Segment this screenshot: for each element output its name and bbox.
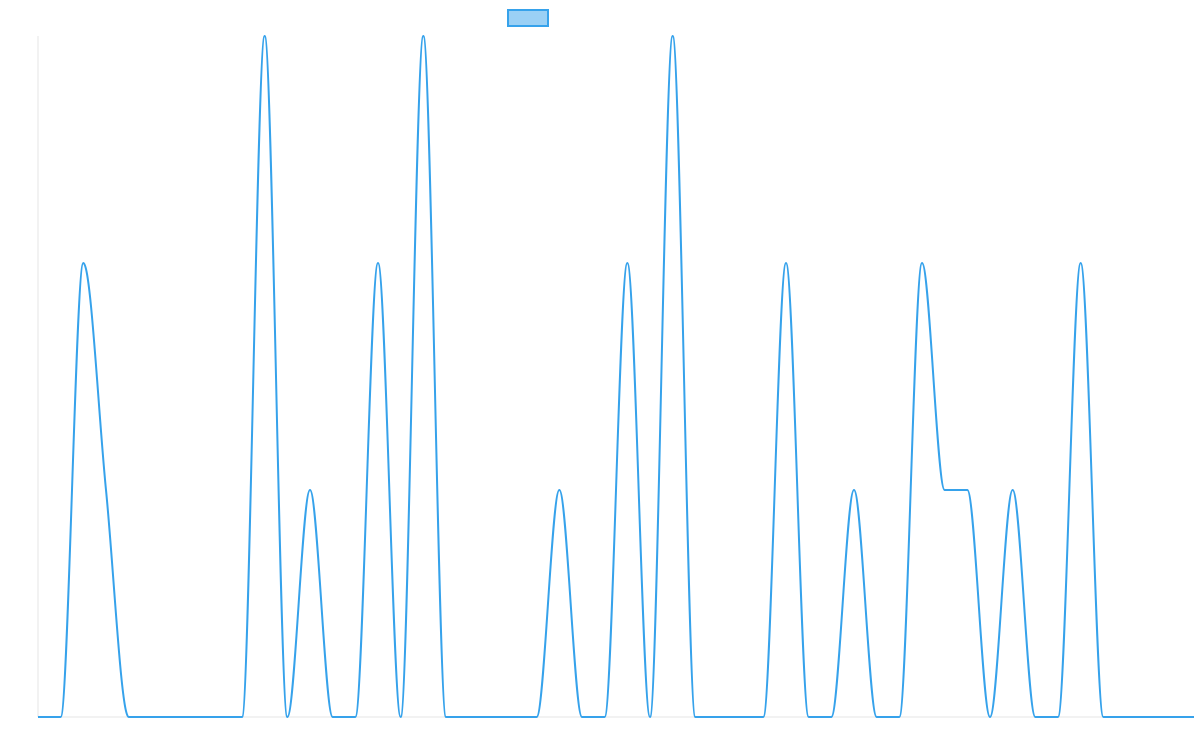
legend-swatch[interactable] [507, 9, 549, 27]
series-lines [37, 34, 1194, 719]
legend[interactable] [507, 9, 549, 27]
axes [37, 36, 1194, 718]
series-line-0 [37, 34, 1194, 719]
